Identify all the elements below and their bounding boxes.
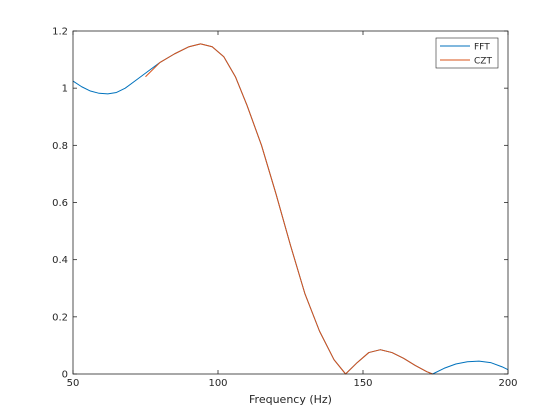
- legend-label-fft: FFT: [474, 43, 490, 53]
- y-tick-label: 0.4: [52, 255, 68, 266]
- y-tick-label: 0.2: [52, 312, 68, 323]
- legend-box: [435, 37, 499, 69]
- y-ticks: 0 0.2 0.4 0.6 0.8 1 1.2: [52, 27, 508, 381]
- series-line-czt: [145, 43, 433, 375]
- y-tick-label: 0.8: [52, 141, 68, 152]
- x-axis-label: Frequency (Hz): [249, 393, 332, 406]
- y-tick-label: 1: [62, 84, 68, 95]
- y-tick-label: 0.6: [52, 198, 68, 209]
- x-tick-label: 50: [67, 378, 80, 389]
- y-tick-label: 0: [62, 370, 68, 381]
- legend-label-czt: CZT: [474, 57, 492, 67]
- x-tick-label: 150: [353, 378, 372, 389]
- x-tick-label: 100: [208, 378, 227, 389]
- legend: FFT CZT: [435, 37, 499, 69]
- plot-area: [73, 31, 508, 374]
- x-ticks: 50 100 150 200: [67, 31, 518, 389]
- series-layer: [72, 43, 509, 375]
- y-tick-label: 1.2: [52, 27, 68, 38]
- x-tick-label: 200: [498, 378, 517, 389]
